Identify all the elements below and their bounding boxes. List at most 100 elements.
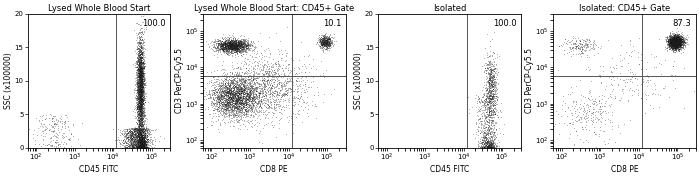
Point	[671, 38, 682, 41]
Point	[651, 74, 662, 77]
Point	[133, 140, 144, 143]
Point	[224, 41, 235, 44]
Point	[137, 140, 148, 143]
Point	[669, 44, 680, 47]
Point	[232, 99, 244, 102]
Point	[480, 47, 491, 49]
Point	[199, 89, 210, 92]
Point	[591, 43, 602, 46]
Point	[213, 95, 224, 98]
Point	[211, 44, 222, 47]
Point	[241, 110, 253, 113]
Point	[125, 133, 136, 136]
Point	[673, 40, 685, 43]
Point	[664, 41, 676, 43]
Point	[137, 43, 148, 46]
Point	[479, 133, 490, 136]
Point	[233, 93, 244, 96]
Point	[134, 139, 145, 142]
Point	[668, 40, 680, 43]
Point	[234, 50, 246, 53]
Point	[270, 98, 281, 101]
Point	[672, 42, 683, 44]
Point	[227, 46, 238, 48]
Point	[668, 42, 679, 44]
Point	[324, 42, 335, 45]
Point	[481, 131, 492, 134]
Point	[666, 46, 677, 49]
Point	[38, 143, 49, 146]
Point	[138, 146, 149, 149]
Point	[220, 96, 232, 99]
Point	[134, 99, 146, 102]
Point	[50, 142, 62, 144]
Point	[663, 40, 674, 42]
Point	[137, 127, 148, 130]
Point	[138, 67, 149, 70]
Point	[287, 122, 298, 125]
Point	[55, 128, 66, 131]
Point	[246, 97, 257, 100]
Point	[482, 91, 493, 94]
Point	[135, 138, 146, 140]
Point	[485, 101, 496, 104]
Point	[480, 144, 491, 146]
Point	[668, 39, 679, 42]
Point	[138, 84, 149, 87]
Point	[240, 106, 251, 109]
Point	[60, 120, 71, 123]
Point	[667, 42, 678, 45]
Point	[669, 42, 680, 44]
Point	[220, 45, 231, 48]
Point	[246, 121, 258, 124]
Point	[225, 46, 236, 49]
Point	[237, 108, 248, 111]
Point	[133, 113, 144, 116]
Point	[675, 44, 686, 47]
Point	[133, 107, 144, 110]
Point	[225, 89, 236, 92]
Point	[132, 104, 143, 107]
Point	[116, 131, 127, 134]
Point	[140, 142, 151, 145]
Point	[135, 94, 146, 97]
Point	[671, 40, 682, 43]
Point	[482, 97, 493, 100]
Point	[220, 50, 231, 53]
Point	[323, 45, 334, 48]
Point	[120, 142, 132, 145]
Point	[134, 145, 145, 148]
Point	[486, 130, 497, 133]
Point	[488, 77, 499, 80]
Point	[245, 90, 256, 93]
Point	[260, 94, 272, 97]
Point	[662, 44, 673, 46]
Point	[238, 106, 249, 109]
Point	[139, 146, 150, 148]
Point	[678, 40, 690, 43]
Point	[228, 80, 239, 83]
Point	[225, 84, 236, 87]
Point	[666, 40, 678, 43]
Point	[225, 83, 236, 86]
Point	[136, 51, 147, 53]
Point	[228, 73, 239, 76]
Point	[219, 88, 230, 90]
Point	[675, 39, 686, 42]
Point	[482, 95, 493, 98]
Point	[218, 50, 230, 53]
Point	[134, 75, 145, 78]
Point	[670, 35, 681, 37]
Point	[138, 145, 149, 148]
Point	[137, 131, 148, 134]
Point	[130, 145, 141, 148]
Point	[241, 92, 253, 95]
Point	[673, 40, 685, 42]
Point	[671, 35, 682, 38]
Point	[230, 44, 241, 47]
Point	[137, 74, 148, 77]
Point	[134, 58, 146, 61]
Point	[132, 86, 143, 89]
Point	[135, 131, 146, 134]
Point	[489, 91, 500, 94]
